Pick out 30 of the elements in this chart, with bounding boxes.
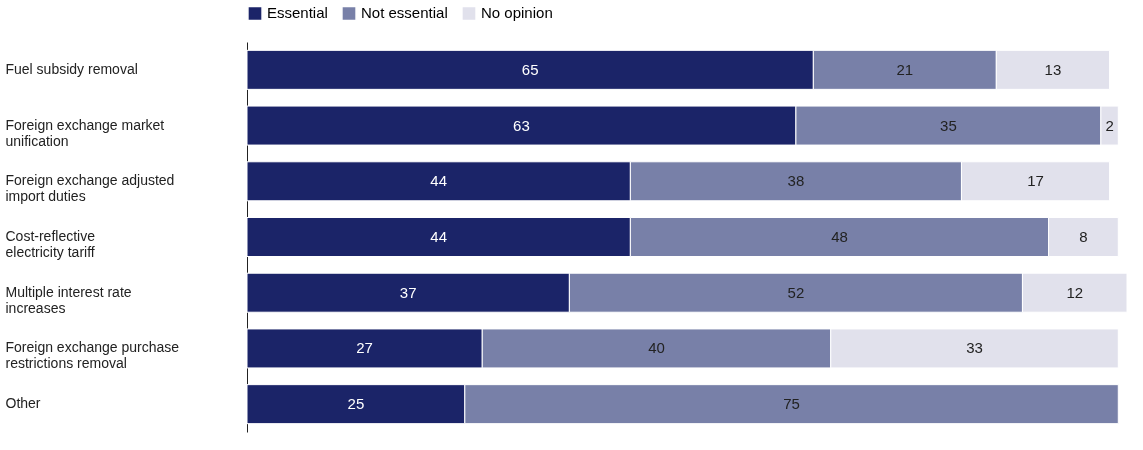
data-label: 40	[648, 339, 665, 357]
data-label: 35	[940, 116, 957, 134]
data-label: 44	[430, 172, 448, 190]
y-tick-label: Foreign exchange market unification	[5, 116, 165, 149]
data-label: 38	[787, 172, 805, 190]
data-label: 2	[1105, 116, 1114, 134]
data-label: 25	[347, 395, 365, 413]
data-label: 33	[966, 339, 983, 357]
data-label: 12	[1066, 283, 1084, 301]
y-tick-label: Other	[5, 395, 41, 412]
data-label: 44	[430, 228, 448, 245]
data-label: 37	[399, 283, 417, 301]
data-label: 75	[783, 395, 800, 413]
legend-label: Not essential	[361, 4, 448, 22]
data-label: 17	[1027, 172, 1044, 190]
y-tick-label: Foreign exchange adjusted import duties	[5, 172, 175, 205]
y-tick-label: Foreign exchange purchase restrictions removal	[5, 339, 180, 372]
y-tick-label: Cost-reflective electricity tariff	[5, 228, 96, 260]
data-label: 48	[831, 228, 848, 245]
data-label: 8	[1079, 228, 1088, 245]
y-tick-label: Fuel subsidy removal	[5, 60, 138, 77]
y-tick-label: Multiple interest rate increases	[5, 283, 132, 316]
data-label: 65	[521, 60, 539, 78]
data-label: 21	[896, 60, 914, 78]
data-label: 52	[787, 283, 805, 301]
legend-label: Essential	[267, 4, 328, 22]
data-label: 27	[356, 339, 373, 357]
legend-label: No opinion	[481, 4, 553, 22]
data-label: 63	[513, 116, 530, 134]
data-label: 13	[1044, 60, 1062, 78]
